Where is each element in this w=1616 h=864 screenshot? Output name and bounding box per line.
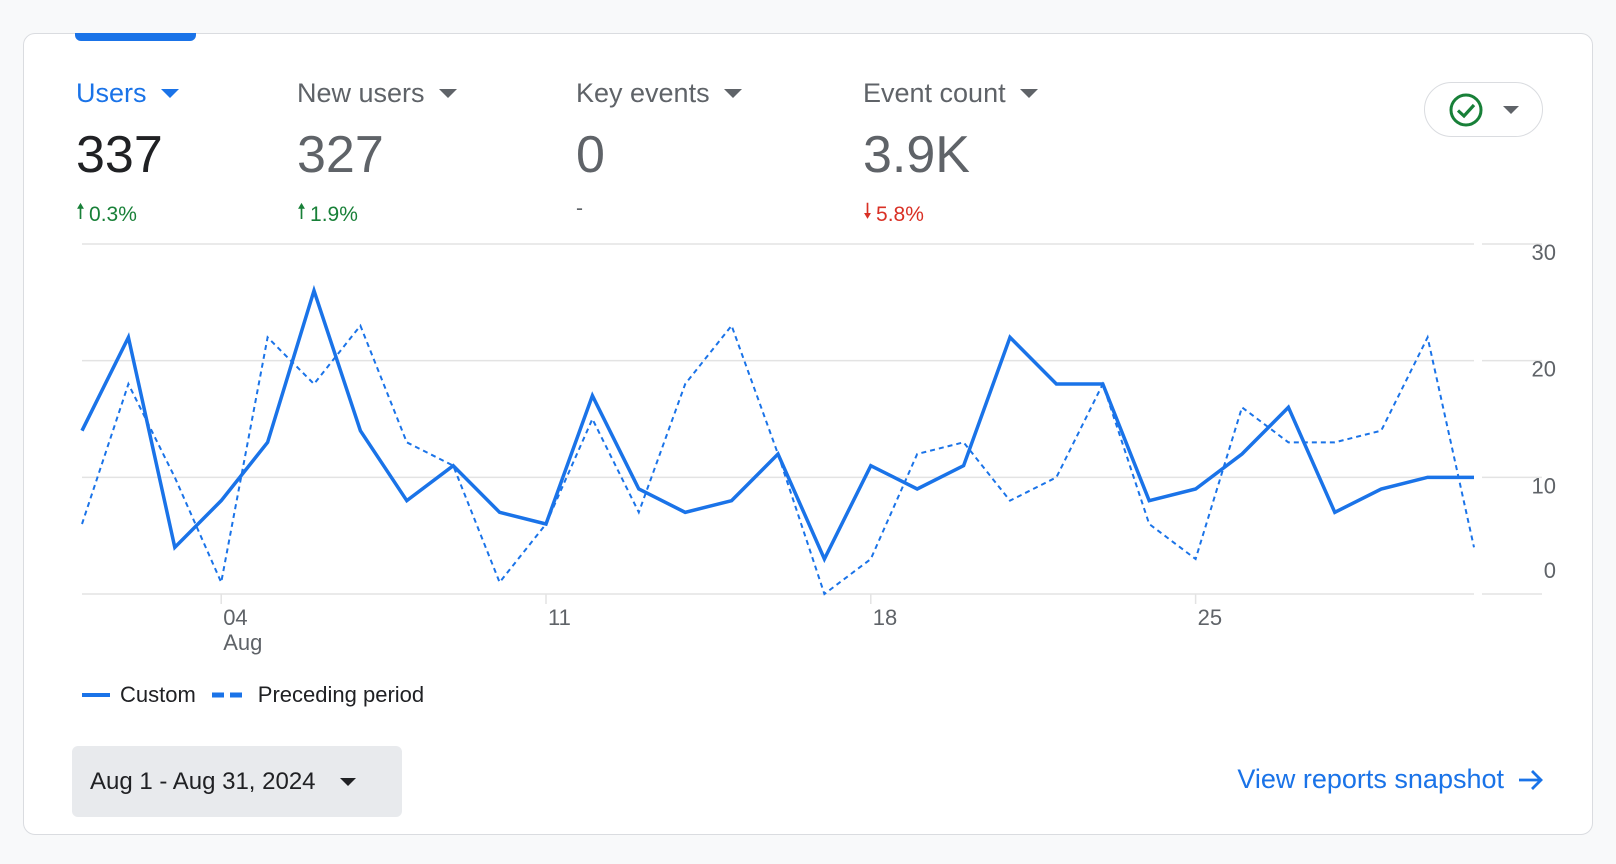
series-line-custom xyxy=(80,284,1474,564)
metric-label: New users xyxy=(297,78,425,108)
metric-change: 🠕 1.9% xyxy=(297,197,457,232)
arrow-up-icon: 🠕 xyxy=(297,200,307,223)
dropdown-arrow-icon xyxy=(339,777,356,786)
arrow-right-icon xyxy=(1519,769,1543,790)
legend-custom: Custom xyxy=(120,682,196,707)
overview-card xyxy=(23,33,1593,835)
dropdown-arrow-icon xyxy=(723,89,742,98)
chart-legend: Custom Preceding period xyxy=(82,682,424,708)
x-tick-sublabel: Aug xyxy=(223,630,262,655)
change-value: 0.3% xyxy=(89,202,137,226)
view-link-label: View reports snapshot xyxy=(1237,764,1504,794)
change-value: - xyxy=(576,197,583,220)
metric-value: 327 xyxy=(297,126,384,184)
y-tick-label: 30 xyxy=(1532,240,1556,265)
metric-value: 337 xyxy=(76,126,163,184)
y-tick-label: 20 xyxy=(1532,357,1556,382)
change-value: 5.8% xyxy=(876,202,924,226)
legend-dashed-line-icon xyxy=(211,692,248,698)
metric-change: - xyxy=(576,197,742,221)
metric-new-users-selector[interactable]: New users xyxy=(297,78,457,109)
x-tick-label: 25 xyxy=(1198,605,1222,630)
metric-label: Key events xyxy=(576,78,710,108)
dropdown-arrow-icon xyxy=(438,89,457,98)
metric-label: Users xyxy=(76,78,147,108)
metric-value: 3.9K xyxy=(863,126,970,184)
arrow-up-icon: 🠕 xyxy=(76,200,86,223)
dropdown-arrow-icon xyxy=(1502,105,1519,114)
dropdown-arrow-icon xyxy=(160,89,179,98)
legend-solid-line-icon xyxy=(82,693,110,697)
metric-key-events[interactable]: Key events 0 - xyxy=(576,78,742,221)
change-value: 1.9% xyxy=(310,202,358,226)
legend-preceding-period: Preceding period xyxy=(257,682,425,707)
check-circle-icon xyxy=(1449,93,1483,126)
y-tick-label: 0 xyxy=(1544,558,1556,583)
date-range-label: Aug 1 - Aug 31, 2024 xyxy=(90,767,316,795)
x-tick-label: 18 xyxy=(873,605,897,630)
status-check-dropdown[interactable] xyxy=(1424,82,1543,137)
x-tick-label: 04 xyxy=(223,605,247,630)
metric-change: 🠕 0.3% xyxy=(76,197,179,232)
metric-users[interactable]: Users 337 🠕 0.3% xyxy=(76,78,179,232)
dropdown-arrow-icon xyxy=(1019,89,1038,98)
metric-value: 0 xyxy=(576,126,605,184)
metric-event-count[interactable]: Event count 3.9K 🠗 5.8% xyxy=(863,78,1038,232)
date-range-selector[interactable]: Aug 1 - Aug 31, 2024 xyxy=(72,746,402,817)
metric-new-users[interactable]: New users 327 🠕 1.9% xyxy=(297,78,457,232)
active-tab-indicator xyxy=(75,33,196,41)
view-reports-snapshot-link[interactable]: View reports snapshot xyxy=(1237,764,1544,795)
arrow-down-icon: 🠗 xyxy=(863,200,873,223)
metric-event-count-selector[interactable]: Event count xyxy=(863,78,1038,109)
metric-key-events-selector[interactable]: Key events xyxy=(576,78,742,109)
metric-change: 🠗 5.8% xyxy=(863,197,1038,232)
x-tick-label: 11 xyxy=(548,605,571,630)
metric-label: Event count xyxy=(863,78,1006,108)
metric-users-selector[interactable]: Users xyxy=(76,78,179,109)
y-tick-label: 10 xyxy=(1532,473,1556,498)
